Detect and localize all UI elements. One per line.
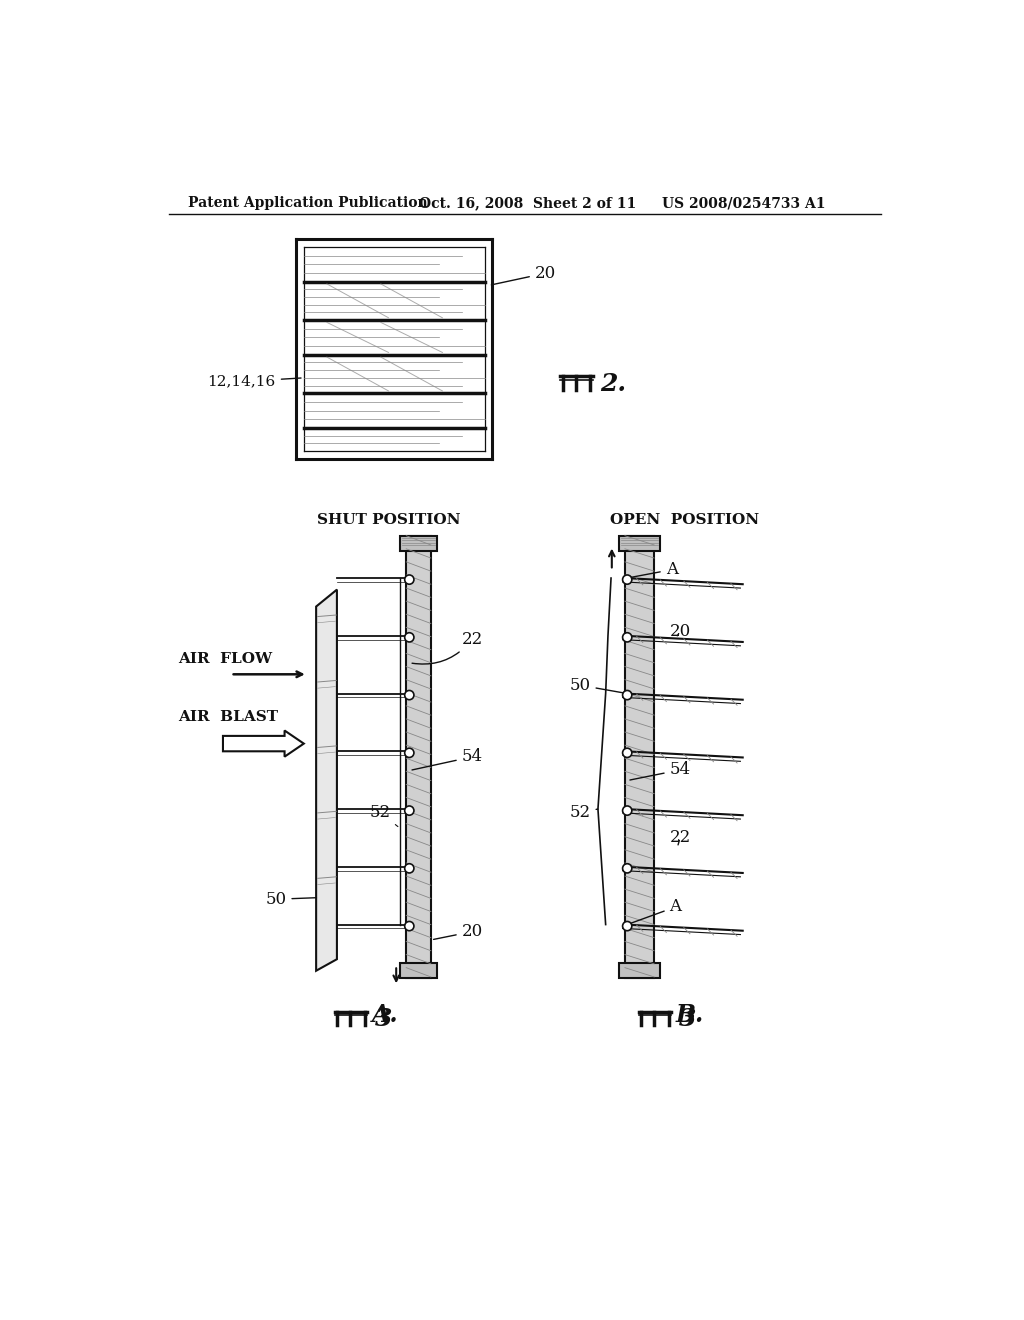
- Text: 20: 20: [433, 923, 483, 940]
- Circle shape: [623, 807, 632, 816]
- Text: AIR  FLOW: AIR FLOW: [178, 652, 272, 665]
- Text: 3: 3: [679, 1007, 696, 1031]
- Text: 2.: 2.: [600, 372, 627, 396]
- Text: OPEN  POSITION: OPEN POSITION: [610, 513, 760, 527]
- Text: 52: 52: [569, 804, 598, 821]
- Text: 3: 3: [375, 1007, 392, 1031]
- Circle shape: [623, 632, 632, 642]
- Circle shape: [404, 748, 414, 758]
- Text: 20: 20: [492, 265, 556, 285]
- Text: A: A: [630, 899, 682, 924]
- Circle shape: [404, 807, 414, 816]
- Text: 52: 52: [370, 804, 398, 826]
- Circle shape: [623, 921, 632, 931]
- Circle shape: [404, 690, 414, 700]
- Polygon shape: [316, 590, 337, 970]
- Polygon shape: [223, 730, 304, 756]
- Text: Oct. 16, 2008  Sheet 2 of 11: Oct. 16, 2008 Sheet 2 of 11: [419, 197, 637, 210]
- Text: 54: 54: [630, 762, 690, 780]
- Text: A: A: [630, 561, 678, 578]
- Circle shape: [404, 576, 414, 585]
- Text: 22: 22: [412, 631, 483, 664]
- Text: AIR  BLAST: AIR BLAST: [178, 710, 279, 723]
- Bar: [400, 536, 437, 552]
- Text: 12,14,16: 12,14,16: [208, 375, 301, 388]
- Circle shape: [404, 632, 414, 642]
- Circle shape: [623, 690, 632, 700]
- Text: 22: 22: [670, 829, 691, 846]
- Bar: [400, 964, 437, 978]
- Text: 20: 20: [670, 623, 691, 640]
- Circle shape: [623, 863, 632, 873]
- Text: US 2008/0254733 A1: US 2008/0254733 A1: [662, 197, 825, 210]
- Circle shape: [623, 576, 632, 585]
- Bar: [407, 536, 431, 978]
- Circle shape: [623, 748, 632, 758]
- Bar: [618, 536, 660, 552]
- Text: 50: 50: [265, 891, 316, 908]
- Text: 54: 54: [412, 748, 482, 770]
- Text: B.: B.: [676, 1003, 703, 1027]
- Text: SHUT POSITION: SHUT POSITION: [316, 513, 460, 527]
- Bar: [618, 964, 660, 978]
- Text: A.: A.: [372, 1003, 398, 1027]
- Bar: [625, 536, 654, 978]
- Circle shape: [404, 863, 414, 873]
- Text: Patent Application Publication: Patent Application Publication: [188, 197, 428, 210]
- Circle shape: [404, 921, 414, 931]
- Text: 50: 50: [569, 677, 625, 694]
